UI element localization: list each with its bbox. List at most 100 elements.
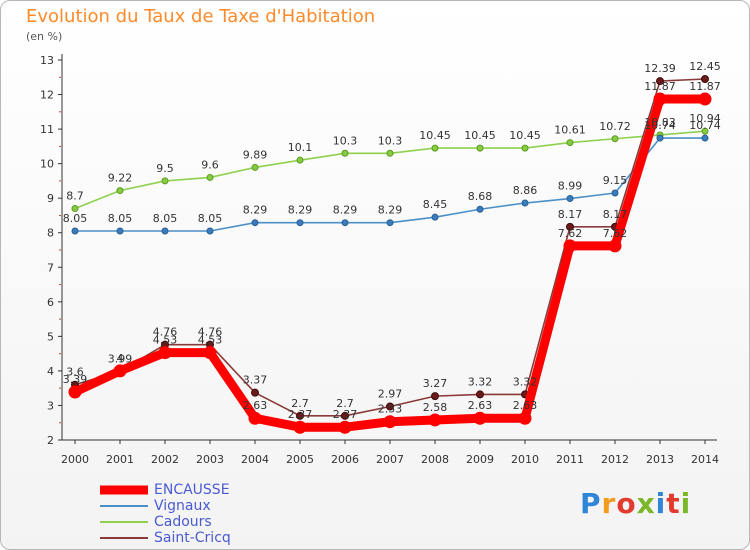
data-label: 8.05 — [198, 212, 223, 225]
data-label: 3.6 — [66, 366, 84, 379]
data-point — [206, 227, 214, 235]
x-tick-label: 2000 — [61, 453, 89, 466]
legend-label: ENCAUSSE — [154, 482, 230, 498]
y-tick-label: 11 — [40, 123, 54, 136]
data-label: 12.39 — [644, 62, 676, 75]
data-point — [611, 189, 619, 197]
data-label: 9.22 — [108, 172, 133, 185]
data-point — [698, 92, 712, 106]
data-label: 3.39 — [63, 373, 88, 386]
data-label: 8.17 — [603, 208, 628, 221]
x-tick-label: 2005 — [286, 453, 314, 466]
data-point — [206, 173, 214, 181]
data-point — [293, 420, 307, 434]
data-label: 2.58 — [423, 401, 448, 414]
data-label: 9.5 — [156, 162, 174, 175]
x-tick-label: 2003 — [196, 453, 224, 466]
data-label: 4.76 — [198, 326, 223, 339]
data-label: 3.37 — [243, 374, 268, 387]
logo-letter: r — [601, 487, 617, 520]
data-point — [701, 134, 709, 142]
data-point — [251, 219, 259, 227]
x-tick-label: 2013 — [646, 453, 674, 466]
data-label: 10.61 — [554, 124, 586, 137]
data-label: 10.72 — [599, 120, 631, 133]
y-tick-label: 3 — [47, 399, 54, 412]
data-label: 10.45 — [464, 129, 496, 142]
data-point — [113, 364, 127, 378]
data-point — [431, 213, 439, 221]
data-label: 8.29 — [378, 204, 403, 217]
x-tick-label: 2006 — [331, 453, 359, 466]
data-point — [341, 219, 349, 227]
data-label: 8.45 — [423, 198, 448, 211]
data-point — [71, 227, 79, 235]
data-label: 3.99 — [108, 352, 133, 365]
data-point — [296, 156, 304, 164]
data-point — [428, 413, 442, 427]
logo-letter: i — [655, 487, 667, 520]
data-point — [476, 390, 484, 399]
data-point — [701, 127, 709, 135]
data-label: 10.74 — [644, 119, 676, 132]
data-label: 8.68 — [468, 190, 493, 203]
data-label: 4.53 — [153, 334, 178, 347]
data-point — [383, 415, 397, 429]
data-point — [341, 411, 349, 420]
legend-swatch — [100, 521, 148, 523]
x-tick-label: 2009 — [466, 453, 494, 466]
data-point — [611, 135, 619, 143]
y-tick-label: 5 — [47, 330, 54, 343]
logo-letter: o — [616, 487, 637, 520]
legend-swatch — [100, 485, 148, 495]
data-label: 10.45 — [509, 129, 541, 142]
data-point — [251, 388, 259, 397]
data-point — [296, 411, 304, 420]
data-label: 2.63 — [513, 399, 538, 412]
logo-letter: P — [580, 487, 602, 520]
data-label: 10.94 — [689, 112, 721, 125]
data-point — [656, 77, 664, 86]
y-tick-label: 8 — [47, 227, 54, 240]
data-label: 2.7 — [291, 397, 309, 410]
data-point — [656, 134, 664, 142]
data-point — [386, 149, 394, 157]
data-point — [566, 195, 574, 203]
data-label: 10.1 — [288, 141, 313, 154]
data-label: 2.53 — [378, 403, 403, 416]
data-point — [701, 75, 709, 83]
data-point — [566, 222, 574, 231]
data-label: 8.86 — [513, 184, 538, 197]
data-label: 2.63 — [468, 399, 493, 412]
y-tick-label: 4 — [47, 365, 54, 378]
x-tick-label: 2011 — [556, 453, 584, 466]
data-label: 9.6 — [201, 158, 219, 171]
data-point — [653, 92, 667, 106]
y-tick-label: 13 — [40, 54, 54, 67]
legend-label: Vignaux — [154, 498, 211, 514]
y-tick-label: 10 — [40, 158, 54, 171]
data-point — [341, 149, 349, 157]
data-point — [386, 402, 394, 411]
chart-axes: 2 3 4 5 6 7 8 9 10 11 12 13 2000 2001 2002 2003 2004 2005… — [40, 54, 719, 466]
data-point — [563, 239, 577, 253]
data-label: 8.29 — [333, 204, 358, 217]
legend-item: ENCAUSSE — [100, 482, 400, 498]
data-label: 8.99 — [558, 180, 583, 193]
data-point — [71, 205, 79, 213]
y-tick-label: 9 — [47, 192, 54, 205]
series-line-encausse — [70, 94, 710, 432]
logo-letter: t — [666, 487, 681, 520]
data-label: 3.32 — [513, 375, 538, 388]
x-tick-label: 2001 — [106, 453, 134, 466]
logo-letter: x — [636, 487, 656, 520]
data-label: 9.15 — [603, 174, 628, 187]
data-label: 8.05 — [108, 212, 133, 225]
y-tick-label: 7 — [47, 261, 54, 274]
data-point — [251, 163, 259, 171]
data-point — [521, 144, 529, 152]
data-point — [518, 411, 532, 425]
data-point — [296, 219, 304, 227]
logo-letter: i — [680, 487, 692, 520]
